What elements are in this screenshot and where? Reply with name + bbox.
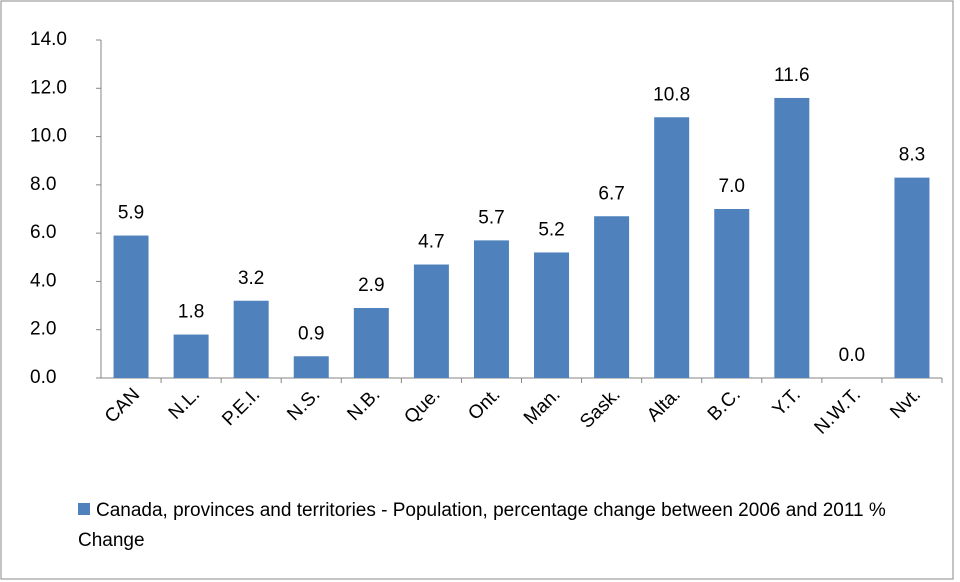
y-tick-label: 4.0: [30, 270, 56, 291]
data-label: 10.8: [653, 84, 690, 105]
y-tick-label: 12.0: [30, 77, 67, 98]
legend-swatch: [78, 503, 90, 515]
y-tick-label: 10.0: [30, 126, 67, 147]
bar: [353, 307, 389, 378]
bar: [774, 97, 810, 378]
bar: [113, 235, 149, 378]
legend-label: Canada, provinces and territories - Popu…: [78, 500, 886, 551]
bar: [413, 264, 449, 378]
bar: [293, 356, 329, 378]
y-tick-label: 2.0: [30, 319, 56, 340]
data-label: 5.7: [478, 207, 504, 228]
data-label: 8.3: [899, 145, 925, 166]
bar: [233, 300, 269, 378]
y-tick-label: 14.0: [30, 29, 67, 50]
bar: [894, 177, 930, 378]
data-label: 7.0: [719, 176, 745, 197]
data-label: 11.6: [774, 65, 810, 86]
data-label: 6.7: [598, 183, 624, 204]
data-label: 0.9: [298, 323, 324, 344]
bar: [654, 117, 690, 378]
bar: [473, 240, 509, 378]
data-label: 0.0: [839, 345, 865, 366]
data-label: 2.9: [358, 275, 384, 296]
legend: Canada, provinces and territories - Popu…: [78, 496, 938, 556]
data-label: 3.2: [238, 268, 264, 289]
bar: [594, 216, 630, 378]
bar: [173, 334, 209, 378]
data-label: 1.8: [178, 302, 204, 323]
data-label: 4.7: [418, 232, 444, 253]
y-tick-label: 6.0: [30, 222, 56, 243]
bar: [534, 252, 570, 378]
bar: [714, 209, 750, 378]
data-label: 5.2: [538, 219, 564, 240]
y-tick-label: 0.0: [30, 367, 56, 388]
y-tick-label: 8.0: [30, 174, 56, 195]
data-label: 5.9: [118, 203, 144, 224]
